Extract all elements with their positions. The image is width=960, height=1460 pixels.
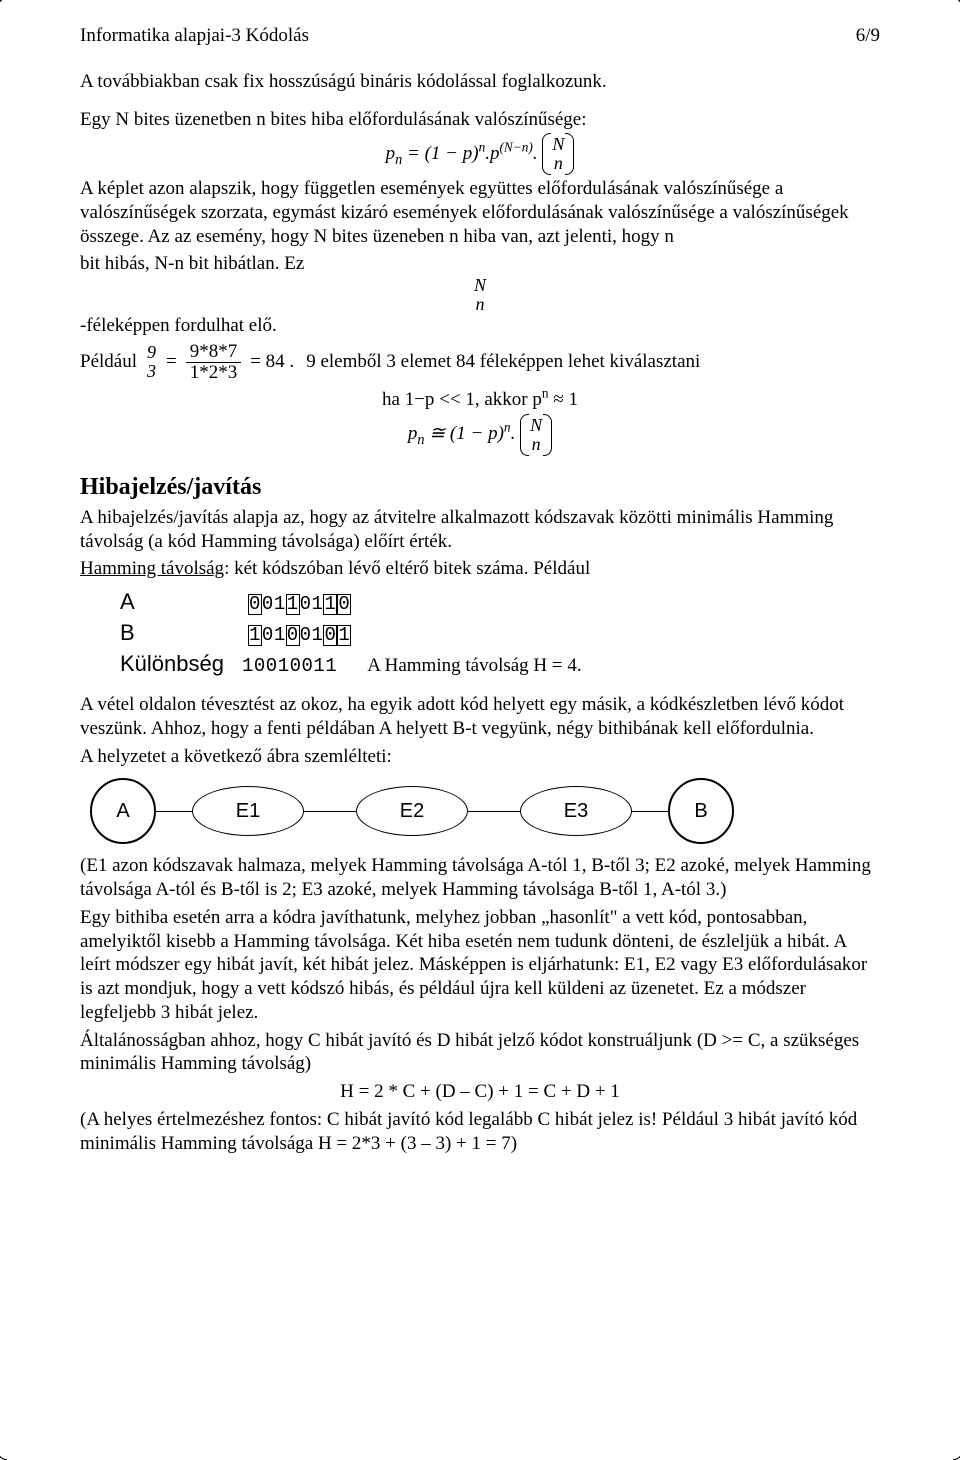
heading-hibajelzes: Hibajelzés/javítás (80, 472, 880, 502)
paragraph-explain-2: bit hibás, N-n bit hibátlan. Ez N n -fél… (80, 252, 880, 337)
formula-H: H = 2 * C + (D – C) + 1 = C + D + 1 (80, 1080, 880, 1104)
hamming-row-diff: Különbség 10010011 A Hamming távolság H … (120, 649, 880, 680)
bit-cell: 0 (300, 593, 312, 615)
paragraph-intro: A továbbiakban csak fix hosszúságú binár… (80, 70, 880, 94)
node-E1: E1 (192, 786, 304, 836)
example-lead: Például (80, 350, 137, 374)
fraction-987-123: 9*8*7 1*2*3 (186, 342, 242, 383)
bit-cell: 1 (248, 625, 262, 646)
bits-A: 00110110 (248, 592, 351, 618)
hamming-distance-term: Hamming távolság (80, 558, 224, 579)
equals-1: = (166, 350, 177, 374)
header-title: Informatika alapjai-3 Kódolás (80, 24, 309, 48)
edge-A-E1 (156, 811, 192, 812)
hamming-example-block: A 00110110 B 10100101 Különbség 10010011… (120, 587, 880, 679)
node-B: B (668, 778, 734, 844)
hamming-row-A: A 00110110 (120, 587, 880, 618)
p3b-pre: bit hibás, N-n bit hibátlan. Ez (80, 253, 304, 274)
bit-cell: 1 (337, 625, 351, 646)
node-E2: E2 (356, 786, 468, 836)
bits-B: 10100101 (248, 623, 351, 649)
bit-cell: 1 (312, 624, 324, 646)
page-root: Informatika alapjai-3 Kódolás 6/9 A tová… (40, 0, 920, 1199)
bit-cell: 1 (323, 594, 337, 615)
bit-cell: 1 (274, 593, 286, 615)
bit-cell: 0 (262, 624, 274, 646)
binom-9-3: 9 3 (143, 343, 160, 381)
f1-binom: N n (544, 135, 572, 173)
bit-cell: 0 (262, 593, 274, 615)
hamming-diagram: A E1 E2 E3 B (90, 778, 880, 844)
node-E3: E3 (520, 786, 632, 836)
edge-E1-E2 (304, 811, 356, 812)
paragraph-general: Általánosságban ahhoz, hogy C hibát javí… (80, 1029, 880, 1077)
bits-diff: 10010011 (242, 654, 337, 680)
bit-cell: 0 (286, 625, 300, 646)
bit-cell: 0 (248, 594, 262, 615)
label-A: A (120, 587, 230, 617)
example-combination: Például 9 3 = 9*8*7 1*2*3 = 84 . 9 elemb… (80, 342, 880, 383)
formula-pn-full: pn = (1 − p)n.p(N−n). N n (80, 135, 880, 173)
bit-cell: 0 (300, 624, 312, 646)
edge-E2-E3 (468, 811, 520, 812)
paragraph-E-sets: (E1 azon kódszavak halmaza, melyek Hammi… (80, 854, 880, 902)
binom-bot: n (548, 154, 568, 173)
hamming-result-text: A Hamming távolság H = 4. (367, 653, 581, 679)
paragraph-explain-1: A képlet azon alapszik, hogy független e… (80, 177, 880, 248)
f2-binom: N n (522, 416, 550, 454)
paragraph-hamming-1: A hibajelzés/javítás alapja az, hogy az … (80, 506, 880, 554)
binom-Nn-inline: N n (80, 276, 880, 314)
example-tail: 9 elemből 3 elemet 84 féleképpen lehet k… (306, 350, 700, 374)
paragraph-prob-intro: Egy N bites üzenetben n bites hiba előfo… (80, 108, 880, 132)
paragraph-figure-lead: A helyzetet a következő ábra szemlélteti… (80, 745, 880, 769)
paragraph-reception: A vétel oldalon tévesztést az okoz, ha e… (80, 693, 880, 741)
bit-cell: 0 (337, 594, 351, 615)
header-page-number: 6/9 (856, 24, 880, 48)
bit-cell: 0 (323, 625, 337, 646)
paragraph-hamming-2: Hamming távolság: két kódszóban lévő elt… (80, 557, 880, 581)
label-B: B (120, 618, 230, 648)
bit-cell: 1 (286, 594, 300, 615)
p3b-post: -féleképpen fordulhat elő. (80, 315, 277, 336)
example-result: = 84 . (250, 350, 294, 374)
formula-pn-approx: pn ≅ (1 − p)n. N n (80, 416, 880, 454)
bit-cell: 1 (274, 624, 286, 646)
label-diff: Különbség (120, 649, 224, 679)
f1-sub: n (395, 151, 402, 167)
paragraph-note: (A helyes értelmezéshez fontos: C hibát … (80, 1108, 880, 1156)
f1-eq: = (1 − p)n.p(N−n). (407, 143, 538, 164)
edge-E3-B (632, 811, 668, 812)
binom-top: N (548, 135, 568, 154)
node-A: A (90, 778, 156, 844)
bit-cell: 1 (312, 593, 324, 615)
hamming-row-B: B 10100101 (120, 618, 880, 649)
page-header: Informatika alapjai-3 Kódolás 6/9 (80, 24, 880, 48)
approx-line-1: ha 1−p << 1, akkor pn ≈ 1 (80, 388, 880, 412)
paragraph-correction: Egy bithiba esetén arra a kódra javíthat… (80, 906, 880, 1025)
